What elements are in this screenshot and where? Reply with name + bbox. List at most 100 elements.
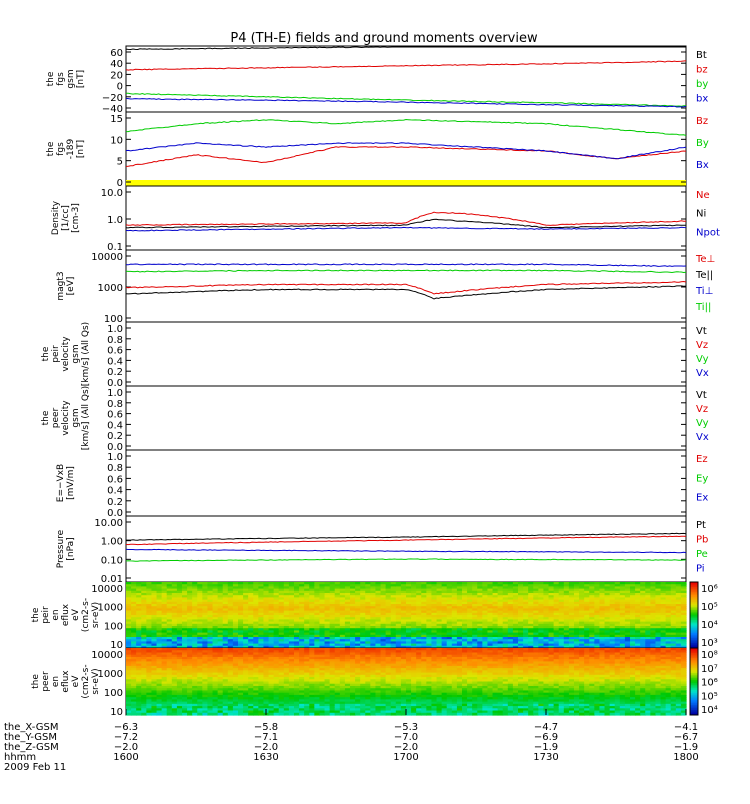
y-tick-label: 0.4 bbox=[107, 486, 123, 497]
spectrogram-cell bbox=[157, 713, 163, 716]
y-tick-label: 0.8 bbox=[107, 335, 123, 346]
spectrogram-peer_spec bbox=[126, 648, 687, 716]
legend-entry: Bt bbox=[696, 50, 707, 61]
y-tick-label: 10000 bbox=[91, 252, 123, 263]
colorbar-label: 10⁴ bbox=[701, 705, 718, 716]
panel-frame bbox=[126, 516, 686, 582]
quality-flag-bar bbox=[126, 180, 686, 186]
y-axis-label-line: [eV] bbox=[66, 277, 76, 296]
y-tick-label: 1.0 bbox=[107, 452, 123, 463]
colorbar-label: 10⁴ bbox=[701, 620, 718, 631]
y-tick-label: 60 bbox=[110, 48, 123, 59]
legend-entry: Npot bbox=[696, 227, 720, 238]
spectrogram-cell bbox=[319, 713, 325, 716]
spectrogram-cell bbox=[151, 713, 157, 716]
y-tick-label: 0.6 bbox=[107, 474, 123, 485]
y-axis-label-line: [1/cc] bbox=[61, 205, 71, 231]
y-tick-label: 0.2 bbox=[107, 431, 123, 442]
spectrogram-cell bbox=[258, 713, 264, 716]
panel-frame bbox=[126, 250, 686, 322]
spectrogram-cell bbox=[162, 713, 168, 716]
legend-entry: Vx bbox=[696, 432, 709, 443]
spectrogram-cell bbox=[136, 713, 142, 716]
colorbar-label: 10³ bbox=[701, 638, 718, 649]
y-axis-label-line: [nT] bbox=[76, 140, 86, 158]
spectrogram-cell bbox=[279, 713, 285, 716]
legend-entry: Ex bbox=[696, 493, 708, 504]
legend-entry: Bx bbox=[696, 160, 709, 171]
spectrogram-cell bbox=[218, 713, 224, 716]
legend-entry: Pb bbox=[696, 535, 708, 546]
y-axis-label-line: gsm bbox=[71, 344, 81, 363]
y-axis-label-line: [nPa] bbox=[66, 537, 76, 560]
spectrogram-cell bbox=[274, 713, 280, 716]
legend-entry: Vy bbox=[696, 354, 709, 365]
y-axis-label-line: the bbox=[41, 410, 51, 425]
spectrogram-cell bbox=[309, 713, 315, 716]
spectrogram-cell bbox=[238, 713, 244, 716]
y-axis-label-line: [mV/m] bbox=[66, 466, 76, 500]
spectrogram-cell bbox=[172, 713, 178, 716]
y-axis-label-line: E=−VxB bbox=[56, 464, 66, 502]
y-tick-label: 40 bbox=[110, 59, 123, 70]
panel-frame bbox=[126, 186, 686, 250]
spectrogram-cell bbox=[350, 713, 356, 716]
y-tick-label: 0.2 bbox=[107, 367, 123, 378]
y-axis-label-line: peer bbox=[51, 407, 61, 428]
y-axis-label-line: peir bbox=[51, 345, 61, 363]
legend-entry: Te⊥ bbox=[695, 254, 715, 265]
spectrogram-cell bbox=[223, 713, 229, 716]
spectrogram-cell bbox=[340, 713, 346, 716]
spectrogram-cell bbox=[289, 713, 295, 716]
spectrogram-cell bbox=[233, 713, 239, 716]
y-axis-label-line: magt3 bbox=[56, 271, 66, 300]
spectrogram-cell bbox=[284, 713, 290, 716]
spectrogram-peir_spec bbox=[126, 582, 687, 649]
spectrogram-cell bbox=[182, 713, 188, 716]
colorbar-label: 10⁵ bbox=[701, 691, 718, 702]
y-tick-label: 0.8 bbox=[107, 463, 123, 474]
y-axis-label: magt3[eV] bbox=[56, 271, 76, 300]
legend-entry: By bbox=[696, 138, 709, 149]
legend-entry: Ez bbox=[696, 454, 708, 465]
y-axis-label-line: [km/s] (All Qs) bbox=[81, 386, 91, 450]
spectrogram-cell bbox=[213, 713, 219, 716]
colorbar-label: 10⁶ bbox=[701, 678, 718, 689]
legend-entry: bx bbox=[696, 94, 708, 105]
y-tick-label: 100 bbox=[104, 688, 123, 699]
y-tick-label: 1000 bbox=[98, 669, 123, 680]
spectrogram-cell bbox=[202, 713, 208, 716]
panel-frame bbox=[126, 386, 686, 450]
y-tick-label: 1000 bbox=[98, 603, 123, 614]
y-tick-label: −20 bbox=[102, 93, 123, 104]
y-axis-label-line: velocity bbox=[61, 336, 71, 372]
y-axis-label-line: sr-eV) bbox=[91, 668, 101, 694]
y-tick-label: 0.8 bbox=[107, 399, 123, 410]
plot-title: P4 (TH-E) fields and ground moments over… bbox=[230, 31, 538, 46]
y-tick-label: 20 bbox=[110, 70, 123, 81]
legend-entry: Vx bbox=[696, 368, 709, 379]
y-tick-label: 0 bbox=[117, 82, 123, 93]
y-tick-label: 10.0 bbox=[101, 188, 123, 199]
spectrogram-cell bbox=[141, 713, 147, 716]
y-tick-label: 10 bbox=[110, 135, 123, 146]
y-tick-label: 10000 bbox=[91, 584, 123, 595]
y-tick-label: 0.4 bbox=[107, 420, 123, 431]
y-axis-label-line: eV bbox=[71, 608, 81, 621]
y-axis-label-line: gsm bbox=[66, 69, 76, 88]
y-tick-label: 1.00 bbox=[101, 537, 123, 548]
legend-entry: Ti⊥ bbox=[695, 286, 713, 297]
spectrogram-cell bbox=[335, 713, 341, 716]
legend-entry: by bbox=[696, 79, 708, 90]
spectrogram-cell bbox=[192, 713, 198, 716]
